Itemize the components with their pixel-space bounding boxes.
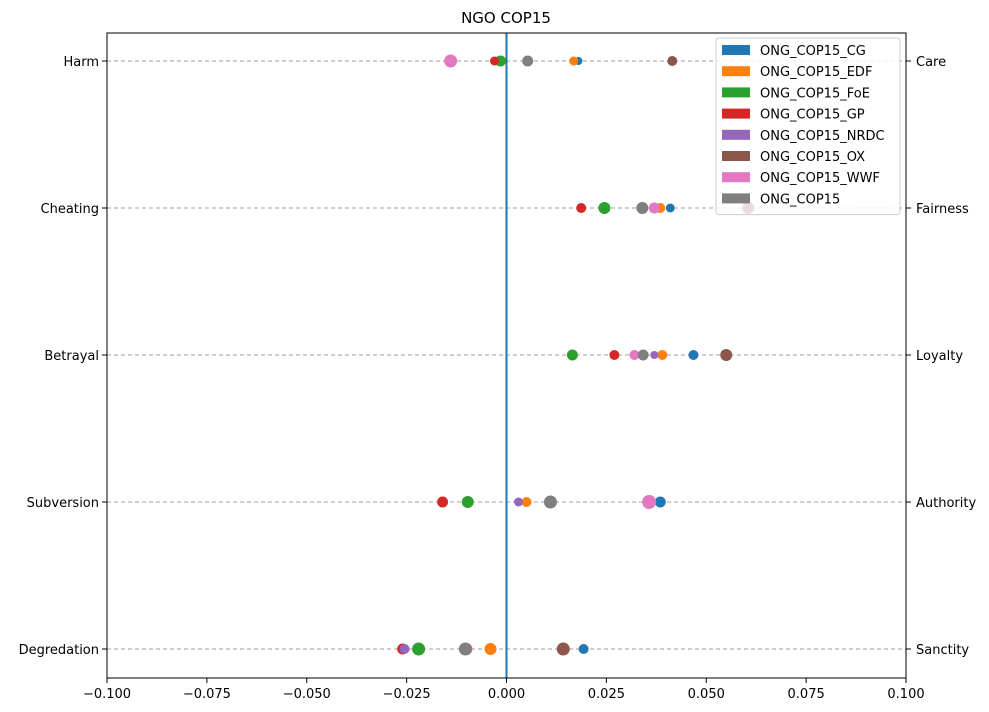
legend-swatch (722, 45, 750, 55)
y-tick-label-right: Authority (916, 496, 976, 511)
y-tick-label-left: Subversion (27, 496, 99, 511)
data-point (648, 202, 660, 214)
data-point (566, 349, 578, 361)
x-tick-label: 0.050 (688, 687, 725, 702)
data-point (665, 203, 675, 213)
legend-label: ONG_COP15_EDF (760, 65, 872, 80)
x-tick-label: −0.050 (283, 687, 331, 702)
x-tick-label: −0.100 (83, 687, 131, 702)
legend-swatch (722, 193, 750, 204)
y-tick-label-right: Fairness (916, 202, 969, 217)
data-point (444, 54, 458, 68)
y-tick-label-left: Betrayal (44, 349, 99, 364)
data-point (576, 203, 587, 213)
legend-swatch (722, 172, 750, 183)
data-point (598, 202, 611, 214)
data-point (642, 495, 657, 509)
data-point (609, 350, 620, 360)
legend-swatch (722, 108, 750, 119)
data-point (667, 56, 678, 66)
data-point (654, 496, 666, 508)
data-point (543, 495, 557, 509)
legend-box (715, 37, 901, 216)
data-point (399, 644, 410, 654)
data-point (650, 351, 659, 359)
legend-label: ONG_COP15_GP (760, 108, 865, 123)
y-tick-label-right: Loyalty (916, 349, 963, 364)
legend-label: ONG_COP15_NRDC (760, 129, 885, 144)
data-point (637, 349, 649, 361)
legend-swatch (722, 129, 750, 140)
data-point (461, 496, 474, 508)
legend-swatch (722, 87, 750, 98)
x-axis: −0.100 −0.075 −0.050 −0.025 0.000 0.025 0.050 0… (83, 678, 925, 702)
data-point (513, 497, 523, 507)
y-tick-label-left: Harm (63, 55, 99, 70)
legend-label: ONG_COP15_FoE (760, 86, 870, 101)
y-tick-label-left: Degredation (19, 643, 99, 658)
x-tick-label: 0.025 (588, 687, 625, 702)
data-point (458, 642, 472, 656)
y-tick-label-right: Care (916, 55, 946, 70)
data-point (437, 496, 449, 508)
data-point (688, 350, 699, 360)
data-point (490, 56, 500, 66)
data-point (412, 642, 426, 656)
legend-label: ONG_COP15_WWF (760, 171, 880, 186)
data-point (578, 644, 589, 654)
y-axis-right: Care Fairness Loyalty Authority Sanctity (906, 55, 976, 658)
data-point (569, 56, 579, 66)
y-axis-left: Harm Cheating Betrayal Subversion Degredatio… (19, 55, 107, 658)
y-tick-label-left: Cheating (41, 202, 99, 217)
y-tick-label-right: Sanctity (916, 643, 969, 658)
x-tick-label: −0.025 (383, 687, 431, 702)
data-point (636, 202, 649, 214)
x-tick-label: 0.075 (788, 687, 825, 702)
data-point (556, 642, 570, 656)
legend-swatch (722, 66, 750, 77)
data-point (522, 55, 534, 67)
data-point (629, 350, 640, 360)
legend: ONG_COP15_CG ONG_COP15_EDF ONG_COP15_FoE ON… (715, 37, 901, 216)
data-point (720, 349, 733, 361)
legend-label: ONG_COP15 (760, 192, 840, 207)
chart-title: NGO COP15 (461, 9, 551, 27)
x-tick-label: −0.075 (183, 687, 231, 702)
x-tick-label: 0.100 (887, 687, 924, 702)
x-tick-label: 0.000 (488, 687, 525, 702)
legend-label: ONG_COP15_CG (760, 44, 866, 59)
legend-swatch (722, 151, 750, 161)
data-point (521, 497, 532, 507)
data-point (484, 643, 497, 655)
legend-label: ONG_COP15_OX (760, 150, 865, 165)
data-point (657, 350, 668, 360)
